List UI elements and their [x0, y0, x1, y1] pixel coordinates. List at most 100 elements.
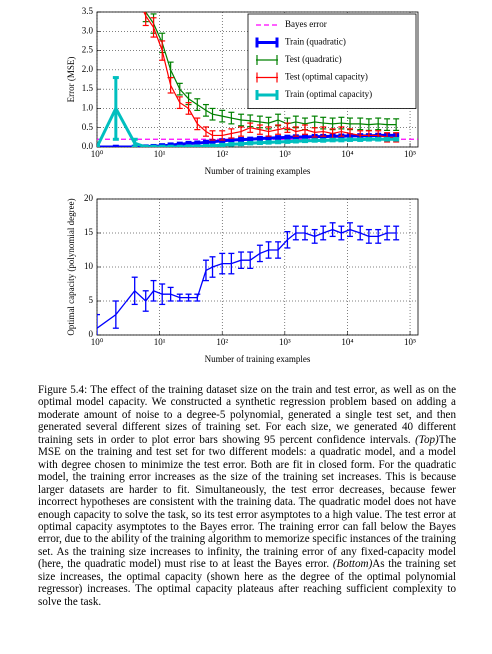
- error-bar: [202, 103, 209, 117]
- error-bar: [97, 313, 100, 335]
- error-bar: [228, 111, 235, 125]
- legend-label: Bayes error: [285, 19, 327, 29]
- x-tick-label: 10⁴: [341, 149, 353, 159]
- error-bar: [185, 102, 192, 115]
- x-tick-label: 10⁵: [404, 149, 416, 159]
- y-tick-label: 0.5: [82, 122, 94, 132]
- y-tick-label: 20: [84, 193, 94, 203]
- error-bar: [365, 228, 372, 244]
- error-bar: [256, 244, 263, 263]
- error-bar: [256, 140, 263, 146]
- x-tick-label: 10³: [279, 149, 291, 159]
- error-bar: [194, 144, 201, 147]
- error-bar: [265, 241, 272, 259]
- error-bar: [375, 137, 382, 142]
- error-bar: [365, 137, 372, 142]
- error-bar: [284, 134, 291, 141]
- error-bar: [393, 225, 400, 241]
- error-bar: [219, 252, 226, 275]
- error-bar: [238, 141, 245, 147]
- error-bar: [393, 118, 400, 132]
- x-tick-label: 10¹: [154, 337, 166, 347]
- plot-frame: [96, 198, 419, 336]
- error-bar: [284, 122, 291, 133]
- x-tick-label: 10⁴: [341, 337, 353, 347]
- error-bar: [320, 126, 327, 137]
- error-bar: [301, 124, 308, 135]
- error-bar: [301, 134, 308, 140]
- caption: Figure 5.4: The effect of the training d…: [38, 384, 456, 608]
- y-tick-label: 0: [89, 329, 94, 339]
- error-bar: [185, 144, 192, 147]
- error-bar: [275, 113, 282, 127]
- error-bar: [338, 225, 345, 241]
- error-bar: [202, 143, 209, 147]
- error-bar: [247, 251, 254, 270]
- caption-text: As the training set size increases, the …: [38, 558, 456, 608]
- error-bar: [194, 98, 201, 111]
- error-bar: [142, 12, 149, 27]
- caption-text: Figure 5.4: The effect of the training d…: [38, 384, 456, 446]
- x-tick-label: 10²: [216, 337, 228, 347]
- error-bar: [202, 259, 209, 282]
- error-bar: [238, 137, 245, 143]
- error-bar: [228, 252, 235, 275]
- error-bar: [228, 137, 235, 143]
- x-tick-label: 10⁰: [91, 149, 104, 159]
- error-bar: [357, 117, 364, 131]
- error-bar: [265, 135, 272, 141]
- error-bar: [238, 113, 245, 127]
- y-axis-label: Error (MSE): [66, 57, 76, 103]
- error-bar: [228, 142, 235, 147]
- error-bar: [209, 107, 216, 121]
- error-bar: [347, 137, 354, 142]
- legend-label: Train (quadratic): [285, 37, 346, 47]
- error-bar: [265, 126, 272, 137]
- x-tick-label: 10²: [216, 149, 228, 159]
- y-axis-label: Optimal capacity (polynomial degree): [66, 198, 76, 335]
- error-bar: [167, 286, 174, 302]
- y-tick-label: 1.5: [82, 83, 94, 93]
- error-bar: [97, 144, 100, 147]
- error-bar: [112, 76, 119, 141]
- legend-label: Test (quadratic): [285, 54, 342, 64]
- error-bar: [159, 283, 166, 306]
- error-bar: [112, 144, 119, 147]
- error-bar: [176, 144, 183, 147]
- series-line: [145, 12, 397, 126]
- error-bar: [159, 144, 166, 147]
- error-bar: [375, 117, 382, 131]
- x-tick-label: 10¹: [154, 149, 166, 159]
- error-bar: [265, 140, 272, 145]
- y-tick-label: 10: [84, 261, 94, 271]
- error-bar: [209, 130, 216, 141]
- caption-emph: (Bottom): [332, 558, 373, 571]
- legend-label: Test (optimal capacity): [285, 72, 368, 82]
- error-bar: [202, 126, 209, 137]
- error-bar: [132, 0, 138, 4]
- error-bar: [320, 138, 327, 143]
- error-bar: [247, 122, 254, 133]
- y-tick-label: 3.5: [82, 6, 94, 16]
- y-tick-label: 5: [89, 295, 94, 305]
- error-bar: [238, 126, 245, 137]
- error-bar: [301, 138, 308, 144]
- error-bar: [311, 127, 318, 138]
- error-bar: [357, 137, 364, 142]
- error-bar: [209, 256, 216, 278]
- y-tick-label: 2.5: [82, 45, 94, 55]
- error-bar: [357, 225, 364, 241]
- error-bar: [338, 126, 345, 137]
- series-line: [97, 228, 397, 329]
- error-bar: [228, 128, 235, 139]
- error-bar: [219, 130, 226, 141]
- error-bar: [384, 118, 391, 132]
- error-bar: [393, 137, 400, 142]
- error-bar: [275, 135, 282, 141]
- error-bar: [247, 140, 254, 146]
- y-tick-label: 0.0: [82, 141, 94, 151]
- x-axis-label: Number of training examples: [205, 354, 311, 364]
- y-tick-label: 3.0: [82, 25, 94, 35]
- x-axis-label: Number of training examples: [205, 166, 311, 176]
- error-bar: [247, 136, 254, 142]
